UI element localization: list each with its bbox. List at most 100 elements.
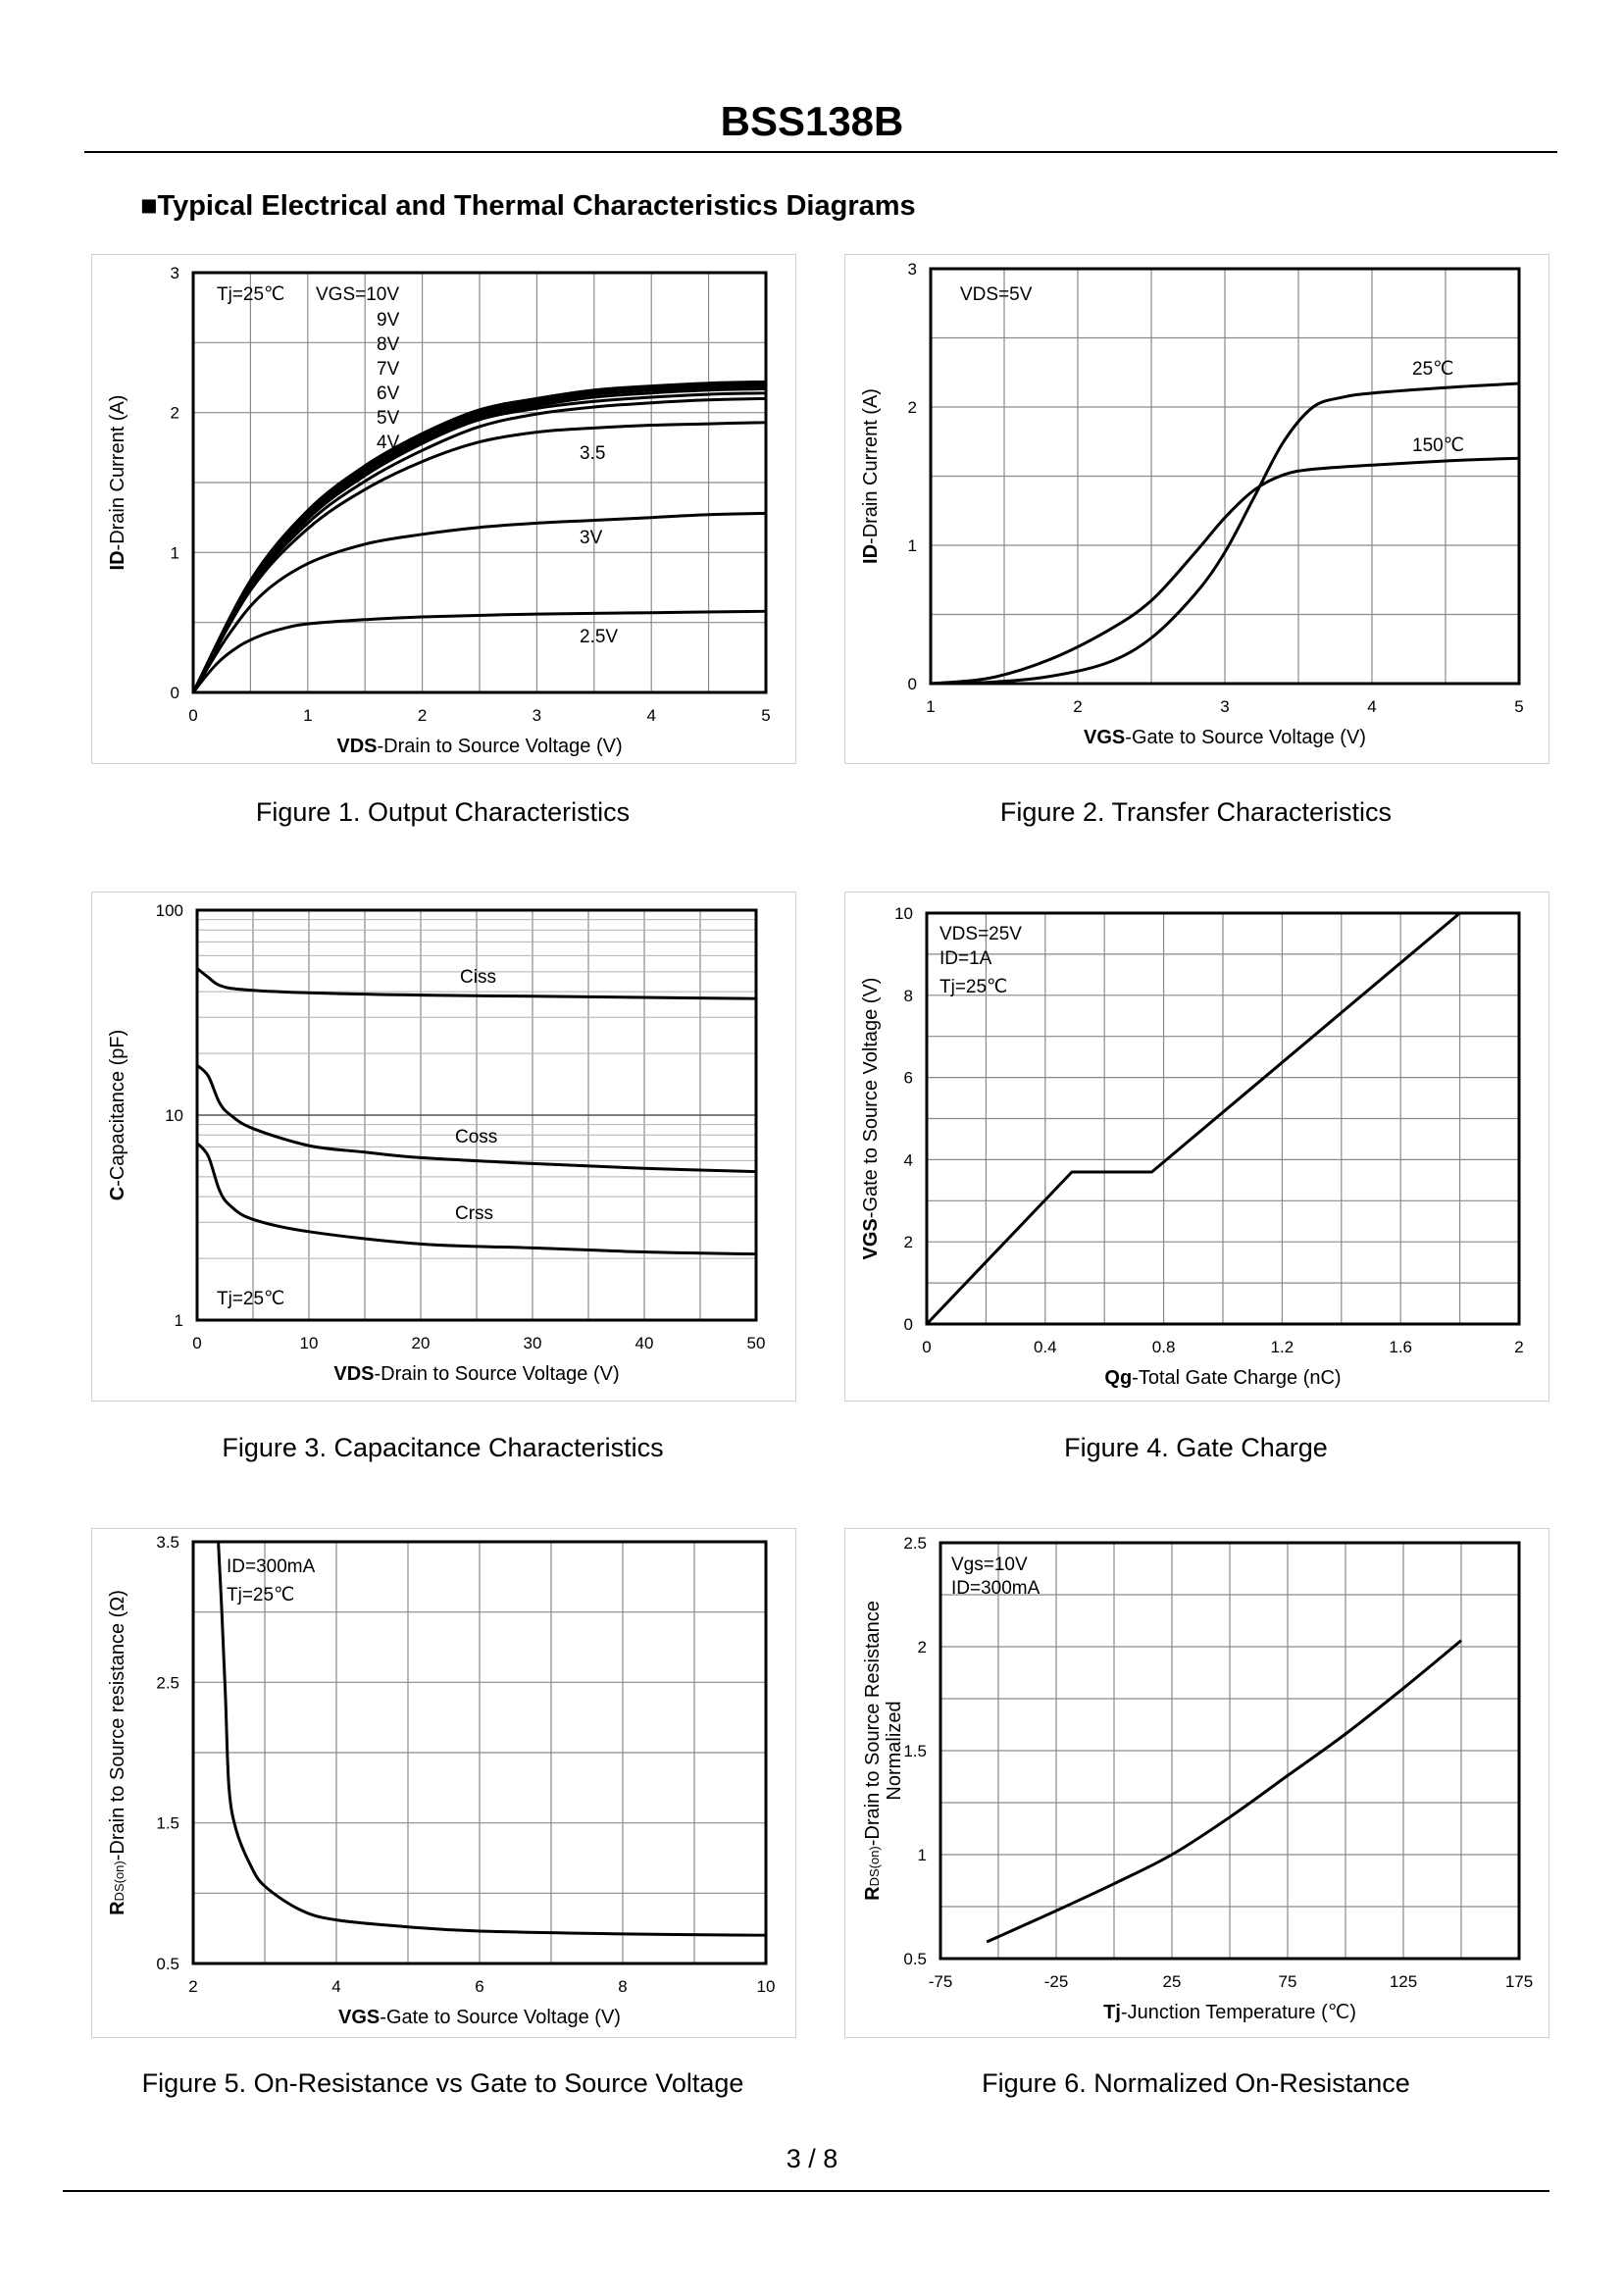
x-tick-label: 10 [300,1334,319,1352]
y-axis-label: RDS(on)-Drain to Source Resistance [862,1601,884,1901]
y-axis-label: C-Capacitance (pF) [107,1030,128,1201]
y-tick-label: 1 [918,1846,927,1864]
normalized-on-resistance-chart: -75 -25 25 75 125 175 0.5 1 1.5 2 2.5 Tj-Junction T… [862,1534,1533,2023]
x-tick-label: -75 [929,1972,953,1991]
y-axis-label-rest: -Drain to Source Resistance [862,1601,884,1846]
figure-1-caption: Figure 1. Output Characteristics [255,797,631,827]
y-tick-label: 0 [171,684,179,702]
series-line-Ciss [197,968,756,998]
annotation-label: ID=300mA [227,1556,316,1577]
x-tick-label: 0 [922,1338,931,1356]
x-tick-label: 5 [1514,697,1523,716]
series-group [931,383,1519,684]
annotation-label: 9V [377,310,400,331]
capacitance-chart: 0 10 20 30 40 50 1 10 100 VDS-Drain to Source Vol… [107,901,766,1385]
annotation-label: Ciss [460,967,496,988]
on-resistance-vs-vgs-chart: 2 4 6 8 10 0.5 1.5 2.5 3.5 VGS-Gate to Source Vol… [107,1533,776,2028]
annotation-label: ID=1A [939,948,992,969]
y-tick-label: 1.5 [156,1814,179,1833]
annotation-label: Coss [455,1127,497,1147]
y-axis-label-line2: Normalized [884,1701,905,1800]
y-axis-label-bold: VGS [860,1218,882,1259]
x-tick-label: 8 [618,1977,627,1996]
y-axis-label-bold: R [107,1901,128,1915]
figure-3-panel: 0 10 20 30 40 50 1 10 100 VDS-Drain to Source Vol… [91,892,796,1402]
x-tick-label: 2 [418,706,427,725]
x-tick-label: 4 [1367,697,1376,716]
y-tick-label: 1 [908,536,917,555]
y-axis-label-sub: DS(on) [867,1846,882,1886]
series-line-Crss [197,1144,756,1254]
plot-frame [939,1541,1521,1961]
y-tick-label: 0.5 [156,1955,179,1973]
y-tick-label: 2.5 [156,1673,179,1692]
plot-frame [191,1540,768,1965]
x-axis-label-bold: VDS [333,1363,374,1385]
plot-frame [191,271,768,694]
section-heading: ■Typical Electrical and Thermal Characte… [140,190,916,222]
grid [930,268,1520,685]
x-tick-label: 50 [747,1334,766,1352]
y-tick-label: 0 [908,675,917,693]
annotation-label: 8V [377,334,400,355]
figure-4-caption: Figure 4. Gate Charge [1064,1433,1328,1462]
x-tick-label: 0.4 [1034,1338,1057,1356]
plot-frame [925,911,1521,1326]
x-tick-label: 0 [192,1334,201,1352]
y-tick-label: 2.5 [903,1534,927,1553]
x-tick-label: 75 [1279,1972,1297,1991]
series-line-2.5V [193,611,766,692]
x-tick-label: 2 [1514,1338,1523,1356]
x-axis-label-bold: VDS [336,736,377,757]
y-axis-label-rest: -Drain Current (A) [860,388,882,544]
y-axis-label-bold: R [862,1886,884,1901]
y-tick-label: 0.5 [903,1950,927,1968]
page-title: BSS138B [720,98,904,144]
x-axis-label: VDS-Drain to Source Voltage (V) [336,736,622,757]
x-tick-label: 10 [757,1977,776,1996]
annotation-label: 4V [377,433,400,453]
x-tick-label: 0.8 [1152,1338,1176,1356]
y-axis-label: ID-Drain Current (A) [107,395,128,571]
page-number: 3 / 8 [786,2144,838,2173]
x-tick-label: 1.6 [1389,1338,1412,1356]
y-tick-label: 2 [171,404,179,423]
x-axis-label: VGS-Gate to Source Voltage (V) [1084,727,1366,748]
y-axis-label: VGS-Gate to Source Voltage (V) [860,978,882,1260]
x-axis-label-rest: -Gate to Source Voltage (V) [1125,727,1366,748]
series-group [927,913,1460,1324]
x-tick-label: 1.2 [1271,1338,1294,1356]
annotation-label: ID=300mA [951,1578,1040,1599]
x-axis-label-rest: -Total Gate Charge (nC) [1132,1367,1341,1389]
series-group [219,1542,766,1935]
grid [926,912,1520,1325]
y-tick-label: 3.5 [156,1533,179,1552]
output-characteristics-chart: 0 1 2 3 4 5 0 1 2 3 VDS-Drain to Source Voltage (V… [107,264,771,757]
y-tick-label: 1 [175,1311,183,1330]
y-tick-label: 3 [171,264,179,282]
y-tick-label: 6 [904,1069,913,1088]
y-tick-label: 10 [165,1106,183,1125]
annotation-label: 6V [377,383,400,404]
y-axis-label-rest: -Capacitance (pF) [107,1030,128,1187]
series-group [193,382,766,692]
annotation-label: Tj=25℃ [939,977,1007,997]
figure-4-panel: 0 0.4 0.8 1.2 1.6 2 0 2 4 6 8 10 Qg-Total Gate Charg… [844,892,1549,1402]
x-axis-label-bold: VGS [338,2007,380,2028]
annotation-label: VGS=10V [316,284,399,305]
x-tick-label: 3 [1220,697,1229,716]
annotation-label: VDS=5V [960,284,1033,305]
x-axis-label-bold: Qg [1104,1367,1132,1389]
x-tick-label: 125 [1390,1972,1417,1991]
x-tick-label: 1 [926,697,935,716]
series-line-4V [193,398,766,692]
annotation-label: 7V [377,359,400,380]
series-group [987,1641,1461,1942]
figure-6-panel: -75 -25 25 75 125 175 0.5 1 1.5 2 2.5 Tj-Junction T… [844,1528,1549,2038]
annotation-label: 3V [580,528,603,548]
figure-5-panel: 2 4 6 8 10 0.5 1.5 2.5 3.5 VGS-Gate to Source Vol… [91,1528,796,2038]
y-tick-label: 4 [904,1150,913,1169]
annotation-label: Tj=25℃ [217,284,284,305]
annotation-label: VDS=25V [939,924,1022,944]
